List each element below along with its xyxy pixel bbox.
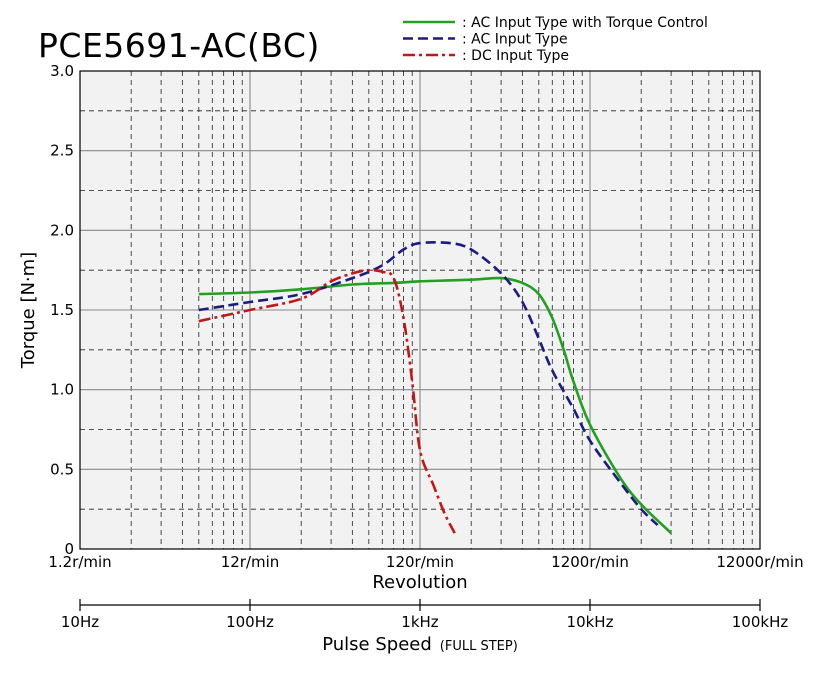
y-axis-label: Torque [N·m] — [18, 252, 39, 369]
pulse-speed-axis-label: Pulse Speed (FULL STEP) — [322, 634, 518, 655]
revolution-tick-label: 1200r/min — [551, 553, 629, 571]
pulse-tick-label: 100kHz — [732, 613, 789, 631]
legend-label: : AC Input Type — [462, 32, 568, 48]
revolution-tick-label: 12r/min — [221, 553, 280, 571]
y-tick-label: 0.5 — [50, 460, 74, 478]
y-tick-label: 1.5 — [50, 301, 74, 319]
pulse-speed-label-text: Pulse Speed — [322, 634, 432, 655]
legend: : AC Input Type with Torque Control: AC … — [403, 15, 708, 64]
revolution-tick-label: 12000r/min — [716, 553, 803, 571]
revolution-axis-ticks: 1.2r/min 12r/min 120r/min 1200r/min 12000r/m… — [48, 553, 803, 571]
legend-label: : AC Input Type with Torque Control — [462, 15, 708, 31]
y-tick-label: 2.0 — [50, 221, 74, 239]
series-line-1 — [198, 276, 673, 535]
revolution-axis-label: Revolution — [372, 572, 467, 593]
pulse-speed-label-note: (FULL STEP) — [440, 639, 518, 654]
pulse-tick-label: 10Hz — [61, 613, 99, 631]
y-tick-label: 0 — [64, 540, 74, 558]
series-lines — [198, 240, 673, 535]
revolution-tick-label: 120r/min — [386, 553, 454, 571]
pulse-tick-label: 10kHz — [567, 613, 614, 631]
y-tick-label: 1.0 — [50, 381, 74, 399]
plot-border — [79, 70, 761, 550]
y-axis-ticks: 0 0.5 1.0 1.5 2.0 2.5 3.0 — [50, 62, 74, 558]
y-tick-label: 2.5 — [50, 142, 74, 160]
legend-label: : DC Input Type — [462, 48, 569, 64]
pulse-speed-axis: 10Hz 100Hz 1kHz 10kHz 100kHz — [61, 599, 788, 631]
revolution-tick-label: 1.2r/min — [48, 553, 111, 571]
pulse-tick-label: 1kHz — [401, 613, 439, 631]
chart-title: PCE5691-AC(BC) — [38, 26, 320, 65]
y-tick-label: 3.0 — [50, 62, 74, 80]
series-line-3 — [198, 268, 456, 534]
series-line-2 — [198, 240, 659, 527]
pulse-tick-label: 100Hz — [226, 613, 274, 631]
